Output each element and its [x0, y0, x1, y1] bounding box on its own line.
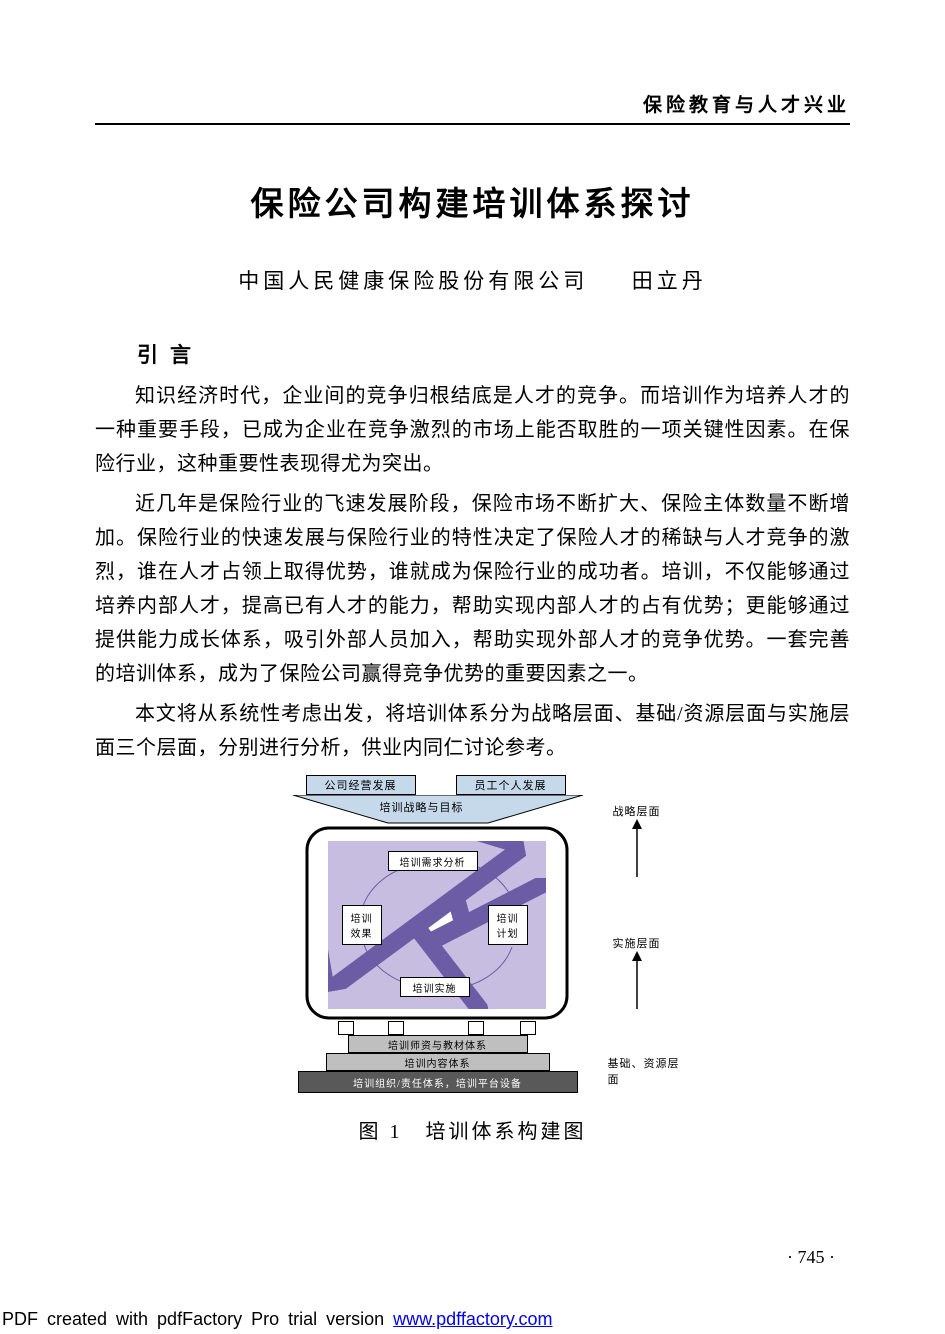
pillar-icon: [388, 1021, 404, 1035]
training-system-diagram: 公司经营发展 员工个人发展 培训战略与目标 战略层面 实施层面 基础、资源层面: [258, 775, 688, 1105]
pdf-footer: PDF created with pdfFactory Pro trial ve…: [2, 1309, 553, 1330]
author-line: 中国人民健康保险股份有限公司 田立丹: [95, 265, 850, 295]
side-label-resource: 基础、资源层面: [608, 1055, 688, 1087]
arrow-up-icon: [630, 951, 644, 1009]
author-name: 田立丹: [632, 269, 707, 293]
paragraph: 近几年是保险行业的飞速发展阶段，保险市场不断扩大、保险主体数量不断增加。保险行业…: [95, 487, 850, 691]
layer-teacher-material: 培训师资与教材体系: [348, 1035, 528, 1053]
pillar-icon: [520, 1021, 536, 1035]
layer-platform: 培训组织/责任体系，培训平台设备: [298, 1071, 578, 1093]
section-heading: 引言: [95, 339, 850, 369]
paragraph: 知识经济时代，企业间的竞争归根结底是人才的竞争。而培训作为培养人才的一种重要手段…: [95, 379, 850, 481]
pillar-icon: [338, 1021, 354, 1035]
pdffactory-link[interactable]: www.pdffactory.com: [393, 1309, 552, 1329]
figure: 公司经营发展 员工个人发展 培训战略与目标 战略层面 实施层面 基础、资源层面: [95, 775, 850, 1144]
cycle-node-implement: 培训实施: [400, 977, 470, 997]
arrow-up-icon: [630, 819, 644, 877]
text: 计划: [497, 925, 519, 940]
page-number: · 745 ·: [787, 1247, 835, 1268]
cycle-node-plan: 培训 计划: [488, 905, 528, 945]
document-page: 保险教育与人才兴业 保险公司构建培训体系探讨 中国人民健康保险股份有限公司 田立…: [0, 0, 945, 1334]
cycle-node-analysis: 培训需求分析: [388, 851, 478, 871]
text: 培训: [351, 910, 373, 925]
diagram-box-employee: 员工个人发展: [456, 775, 566, 795]
paragraph: 本文将从系统性考虑出发，将培训体系分为战略层面、基础/资源层面与实施层面三个层面…: [95, 697, 850, 765]
diagram-box-company: 公司经营发展: [306, 775, 416, 795]
text: 效果: [351, 925, 373, 940]
cycle-node-effect: 培训 效果: [342, 905, 382, 945]
article-title: 保险公司构建培训体系探讨: [95, 177, 850, 225]
trapezoid-label: 培训战略与目标: [380, 799, 464, 815]
running-header: 保险教育与人才兴业: [95, 90, 850, 125]
side-label-strategy: 战略层面: [613, 803, 661, 819]
layer-content: 培训内容体系: [326, 1053, 550, 1071]
text: 培训: [497, 910, 519, 925]
footer-text: PDF created with pdfFactory Pro trial ve…: [2, 1309, 393, 1329]
author-org: 中国人民健康保险股份有限公司: [238, 269, 588, 293]
pillar-icon: [468, 1021, 484, 1035]
figure-caption: 图 1 培训体系构建图: [359, 1115, 587, 1144]
side-label-implement: 实施层面: [613, 935, 661, 951]
